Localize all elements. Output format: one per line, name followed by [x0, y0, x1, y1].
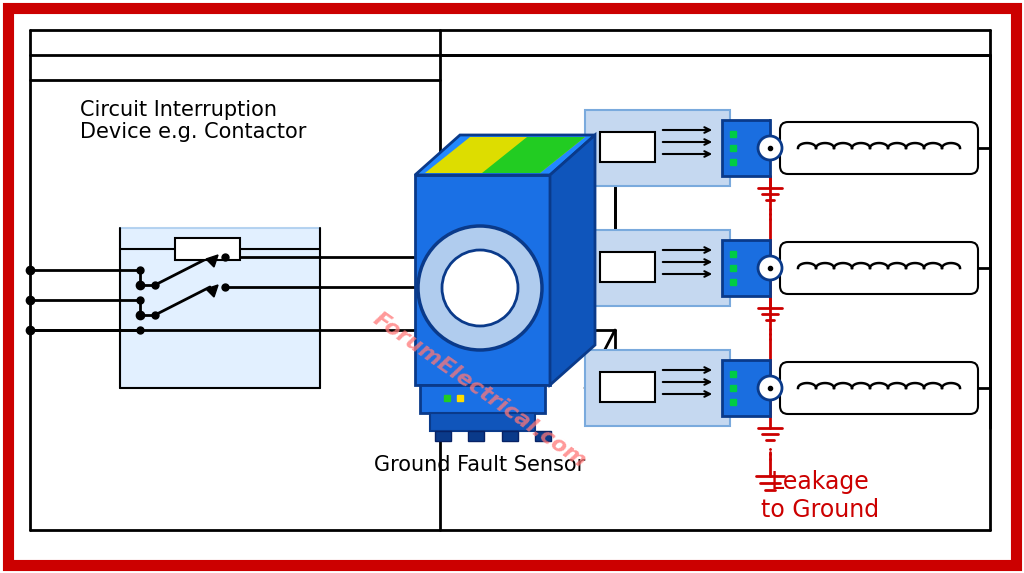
Bar	[585, 350, 730, 426]
Text: Ground Fault Sensor: Ground Fault Sensor	[375, 455, 586, 475]
Circle shape	[418, 226, 542, 350]
FancyBboxPatch shape	[780, 242, 978, 294]
Polygon shape	[415, 135, 595, 175]
Polygon shape	[206, 255, 218, 267]
Bar	[468, 431, 484, 441]
Circle shape	[758, 136, 782, 160]
FancyBboxPatch shape	[780, 122, 978, 174]
Circle shape	[758, 256, 782, 280]
Bar	[175, 238, 240, 260]
Text: ForumElectrical.com: ForumElectrical.com	[370, 309, 590, 472]
Bar	[722, 120, 770, 176]
Bar	[600, 372, 655, 402]
Text: Leakage
to Ground: Leakage to Ground	[761, 470, 879, 522]
Bar	[420, 385, 545, 413]
Bar	[120, 228, 319, 388]
Bar	[585, 110, 730, 186]
Bar	[535, 431, 551, 441]
Bar	[435, 431, 451, 441]
Polygon shape	[206, 285, 218, 297]
Polygon shape	[425, 137, 585, 173]
Polygon shape	[550, 135, 595, 385]
Circle shape	[758, 376, 782, 400]
Bar	[415, 175, 550, 385]
Text: Device e.g. Contactor: Device e.g. Contactor	[80, 122, 306, 142]
Bar	[430, 413, 535, 431]
Polygon shape	[482, 137, 585, 173]
Bar	[722, 240, 770, 296]
Circle shape	[442, 250, 518, 326]
Bar	[600, 252, 655, 282]
Text: Circuit Interruption: Circuit Interruption	[80, 100, 278, 120]
Bar	[502, 431, 518, 441]
Bar	[600, 132, 655, 162]
Bar	[585, 230, 730, 306]
FancyBboxPatch shape	[780, 362, 978, 414]
Bar	[722, 360, 770, 416]
